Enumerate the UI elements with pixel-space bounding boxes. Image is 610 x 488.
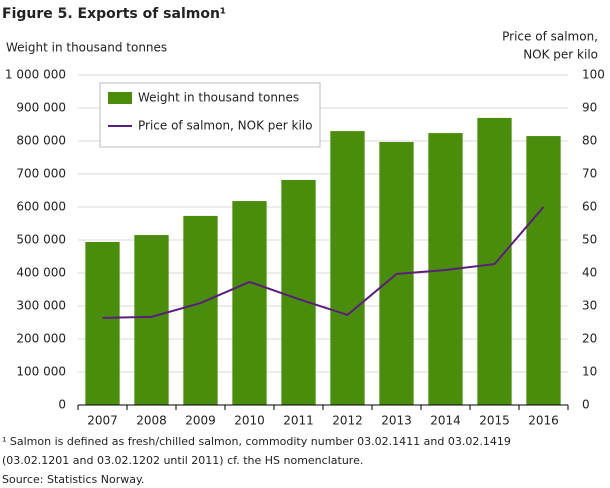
y-tick-label: 100 000 <box>16 365 66 379</box>
x-tick-label: 2014 <box>430 414 461 428</box>
x-tick-label: 2013 <box>381 414 412 428</box>
y-tick-label: 600 000 <box>16 200 66 214</box>
x-tick-label: 2015 <box>479 414 510 428</box>
y-tick-label: 1 000 000 <box>5 68 66 82</box>
y2-tick-label: 30 <box>582 299 597 313</box>
footnote: ¹ Salmon is defined as fresh/chilled sal… <box>2 435 511 448</box>
y2-tick-label: 10 <box>582 365 597 379</box>
x-tick-label: 2011 <box>283 414 314 428</box>
y2-tick-label: 70 <box>582 167 597 181</box>
bar <box>134 235 169 405</box>
y-tick-label: 300 000 <box>16 299 66 313</box>
x-tick-label: 2010 <box>234 414 265 428</box>
footnote: (03.02.1201 and 03.02.1202 until 2011) c… <box>2 454 363 467</box>
bar <box>85 241 120 405</box>
y2-tick-label: 40 <box>582 266 597 280</box>
source: Source: Statistics Norway. <box>2 473 144 486</box>
legend-swatch <box>108 92 132 104</box>
legend-label: Price of salmon, NOK per kilo <box>138 119 313 133</box>
y2-axis-label: Price of salmon, <box>502 30 598 44</box>
y-tick-label: 900 000 <box>16 101 66 115</box>
y-tick-label: 200 000 <box>16 332 66 346</box>
chart-title: Figure 5. Exports of salmon¹ <box>2 6 226 22</box>
y-tick-label: 800 000 <box>16 134 66 148</box>
y-tick-label: 0 <box>58 398 66 412</box>
bar <box>330 131 365 405</box>
bar <box>477 117 512 406</box>
y2-tick-label: 80 <box>582 134 597 148</box>
bar <box>281 179 316 405</box>
y2-axis-label: NOK per kilo <box>523 48 598 62</box>
y2-tick-label: 0 <box>582 398 590 412</box>
y-axis-label: Weight in thousand tonnes <box>6 41 167 55</box>
y2-tick-label: 20 <box>582 332 597 346</box>
x-tick-label: 2008 <box>136 414 167 428</box>
y2-tick-label: 100 <box>582 68 605 82</box>
y2-tick-label: 60 <box>582 200 597 214</box>
legend-box <box>99 82 321 148</box>
x-tick-label: 2012 <box>332 414 363 428</box>
line <box>102 206 545 319</box>
x-tick-label: 2009 <box>185 414 216 428</box>
y-tick-label: 400 000 <box>16 266 66 280</box>
y-tick-label: 700 000 <box>16 167 66 181</box>
legend-label: Weight in thousand tonnes <box>138 91 299 105</box>
y2-tick-label: 50 <box>582 233 597 247</box>
y-tick-label: 500 000 <box>16 233 66 247</box>
bar <box>232 201 267 405</box>
bar <box>183 215 218 405</box>
x-tick-label: 2016 <box>528 414 559 428</box>
x-tick-label: 2007 <box>87 414 118 428</box>
y2-tick-label: 90 <box>582 101 597 115</box>
bar <box>526 136 561 406</box>
